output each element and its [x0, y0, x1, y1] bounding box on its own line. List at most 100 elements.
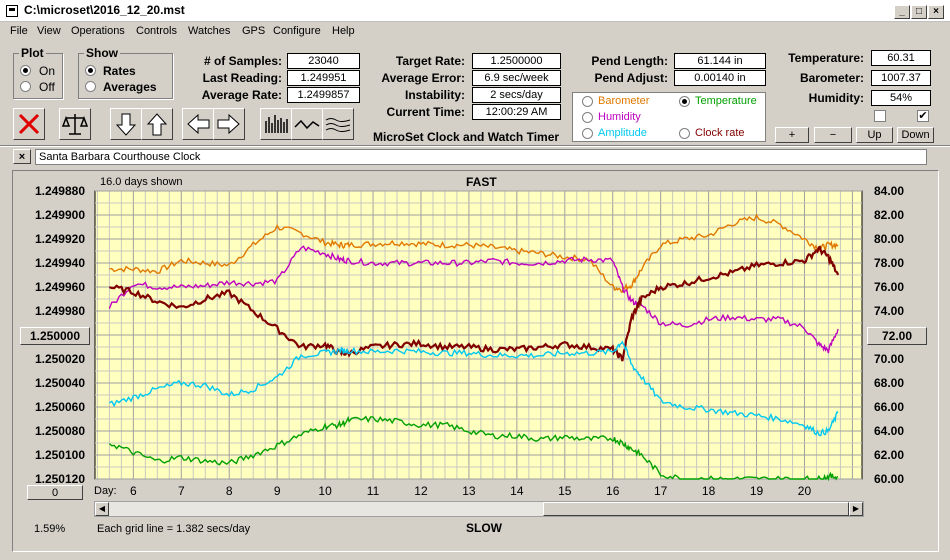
series-line-barometer	[109, 213, 839, 293]
y-left-tick-label: 1.249940	[35, 256, 85, 270]
close-window-button[interactable]: ×	[928, 5, 944, 19]
fast-label: FAST	[466, 175, 497, 189]
scroll-right-arrow-icon[interactable]: ▶	[849, 502, 863, 516]
scroll-right-button[interactable]	[213, 108, 245, 140]
close-clock-button[interactable]: ×	[13, 149, 31, 164]
histogram-button[interactable]	[260, 108, 292, 140]
y-right-tick-label: 64.00	[874, 424, 904, 438]
x-tick-label: 19	[750, 484, 764, 498]
scroll-left-arrow-icon[interactable]: ◀	[95, 502, 109, 516]
red-x-icon	[18, 113, 40, 135]
samples-label: # of Samples:	[203, 54, 282, 68]
menu-watches[interactable]: Watches	[188, 25, 231, 37]
arrow-down-icon	[115, 113, 137, 136]
menu-operations[interactable]: Operations	[71, 25, 125, 37]
show-rates-radio[interactable]	[85, 65, 96, 79]
last-reading-value: 1.249951	[287, 70, 360, 86]
humidity-value: 54%	[871, 90, 931, 106]
menu-gps[interactable]: GPS	[242, 25, 266, 37]
y-left-tick-label: 1.250040	[35, 376, 85, 390]
plot-off-radio[interactable]	[20, 81, 31, 95]
radio-empty-icon	[582, 96, 593, 107]
menu-controls[interactable]: Controls	[136, 25, 177, 37]
series-group	[108, 213, 840, 482]
up-button[interactable]: Up	[856, 127, 893, 143]
y-left-tick-label: 1.249980	[35, 304, 85, 318]
x-tick-label: 8	[226, 484, 233, 498]
humidity-label: Humidity:	[808, 91, 864, 105]
stop-button[interactable]	[13, 108, 45, 140]
x-tick-label: 6	[130, 484, 137, 498]
x-axis-labels: 6 7 8 9 10 11 12 13 14 15 16 17 18 19 20	[130, 484, 811, 498]
grid	[95, 190, 862, 480]
series-line-humidity	[108, 245, 839, 354]
average-error-value: 6.9 sec/week	[472, 70, 561, 86]
maximize-button[interactable]: □	[911, 5, 927, 19]
app-caption: MicroSet Clock and Watch Timer	[373, 130, 560, 144]
y-right-tick-label: 66.00	[874, 400, 904, 414]
y-left-tick-label: 1.249960	[35, 280, 85, 294]
title-bar: C:\microset\2016_12_20.mst _ □ ×	[0, 0, 950, 22]
option-checkbox-2[interactable]: ✔	[917, 110, 929, 122]
scroll-left-button[interactable]	[182, 108, 214, 140]
clock-name-field[interactable]: Santa Barbara Courthouse Clock	[35, 149, 927, 165]
average-rate-value: 1.2499857	[287, 87, 360, 103]
line-plot-icon	[294, 119, 320, 130]
minimize-button[interactable]: _	[894, 5, 910, 19]
app-icon	[6, 5, 18, 17]
target-rate-value[interactable]: 1.2500000	[472, 53, 561, 69]
divider	[0, 145, 950, 147]
minus-button[interactable]: −	[814, 127, 852, 143]
x-tick-label: 17	[654, 484, 668, 498]
target-rate-label: Target Rate:	[395, 54, 465, 68]
x-tick-label: 12	[414, 484, 428, 498]
arrow-up-icon	[146, 113, 168, 136]
menu-file[interactable]: File	[10, 25, 28, 37]
show-averages-radio[interactable]	[85, 81, 96, 95]
y-right-tick-label: 84.00	[874, 184, 904, 198]
left-center-value-box[interactable]: 1.250000	[20, 327, 90, 345]
menu-view[interactable]: View	[37, 25, 61, 37]
balance-button[interactable]	[59, 108, 91, 140]
clock-rate-option-label: Clock rate	[695, 127, 745, 139]
menu-configure[interactable]: Configure	[273, 25, 321, 37]
line-plot-button[interactable]	[291, 108, 323, 140]
histogram-icon	[265, 115, 288, 133]
amplitude-radio[interactable]	[582, 128, 593, 142]
y-right-tick-label: 78.00	[874, 256, 904, 270]
y-right-tick-label: 70.00	[874, 352, 904, 366]
y-right-tick-label: 62.00	[874, 448, 904, 462]
down-button[interactable]: Down	[897, 127, 934, 143]
menu-help[interactable]: Help	[332, 25, 355, 37]
plus-button[interactable]: +	[775, 127, 809, 143]
radio-selected-icon	[679, 96, 690, 107]
amplitude-option-label: Amplitude	[598, 127, 647, 139]
clock-rate-radio[interactable]	[679, 128, 690, 142]
plot-on-radio[interactable]	[20, 65, 31, 79]
pend-length-label: Pend Length:	[591, 54, 668, 68]
radio-empty-icon	[85, 81, 96, 92]
option-checkbox-1[interactable]	[874, 110, 886, 122]
show-averages-label: Averages	[103, 80, 157, 94]
pend-length-value: 61.144 in	[674, 53, 766, 69]
temperature-radio[interactable]	[679, 96, 690, 110]
radio-empty-icon	[20, 81, 31, 92]
zero-button[interactable]: 0	[27, 485, 83, 500]
temperature-option-label: Temperature	[695, 95, 757, 107]
right-center-value-box[interactable]: 72.00	[867, 327, 927, 345]
instability-value: 2 secs/day	[472, 87, 561, 103]
current-time-value: 12:00:29 AM	[472, 104, 561, 120]
average-error-label: Average Error:	[381, 71, 465, 85]
x-tick-label: 20	[798, 484, 812, 498]
barometer-radio[interactable]	[582, 96, 593, 110]
temperature-label: Temperature:	[788, 51, 864, 65]
percent-label: 1.59%	[34, 523, 66, 535]
plot-group-title: Plot	[19, 46, 46, 60]
wave-plot-button[interactable]	[322, 108, 354, 140]
show-group-title: Show	[84, 46, 120, 60]
scrollbar-thumb[interactable]	[543, 502, 849, 516]
humidity-radio[interactable]	[582, 112, 593, 126]
plot-off-label: Off	[39, 80, 55, 94]
scroll-up-button[interactable]	[141, 108, 173, 140]
